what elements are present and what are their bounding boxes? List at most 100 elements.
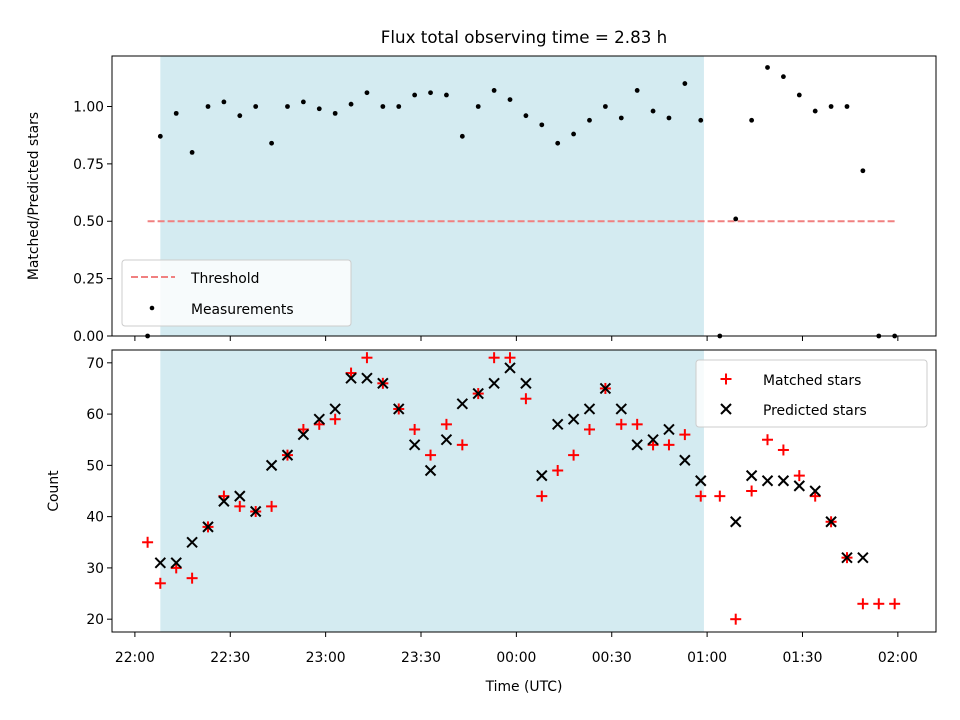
legend-matched-swatch bbox=[720, 373, 732, 385]
y-tick-label: 0.75 bbox=[73, 157, 104, 173]
measurement-point bbox=[459, 133, 465, 139]
measurement-point bbox=[396, 104, 402, 109]
x-tick-label: 00:00 bbox=[496, 650, 536, 666]
bottom-y-ticks: 20 30 40 50 60 70 bbox=[86, 356, 112, 628]
measurement-point bbox=[682, 81, 688, 86]
predicted-star-point bbox=[631, 439, 643, 451]
matched-star-point bbox=[647, 439, 659, 451]
predicted-star-point bbox=[313, 413, 325, 425]
chart-title: Flux total observing time = 2.83 h bbox=[381, 27, 667, 47]
predicted-stars-points bbox=[154, 362, 869, 569]
predicted-star-point bbox=[777, 475, 790, 487]
measurement-point bbox=[173, 110, 179, 116]
x-marker-b bbox=[583, 403, 596, 415]
predicted-star-point bbox=[663, 423, 675, 436]
predicted-star-point bbox=[377, 377, 389, 390]
matched-star-point bbox=[793, 470, 805, 482]
top-axes-frame bbox=[111, 55, 937, 337]
matched-star-point bbox=[154, 577, 166, 589]
matched-star-point bbox=[234, 500, 246, 512]
x-marker-b bbox=[520, 377, 532, 390]
x-marker-b bbox=[730, 516, 742, 528]
x-tick-label: 23:30 bbox=[401, 650, 441, 666]
predicted-star-point bbox=[281, 449, 294, 461]
x-marker-b bbox=[761, 475, 774, 487]
matched-star-point bbox=[889, 598, 901, 610]
x-marker-b bbox=[647, 434, 659, 446]
predicted-star-point bbox=[809, 485, 821, 497]
legend-measurements-label: Measurements bbox=[191, 302, 294, 318]
bottom-legend: Matched stars Predicted stars bbox=[695, 359, 928, 428]
measurement-point bbox=[828, 104, 834, 109]
y-tick-label: 40 bbox=[86, 510, 104, 526]
top-x-ticks bbox=[134, 336, 899, 341]
matched-star-point bbox=[873, 598, 885, 610]
measurement-point bbox=[205, 104, 211, 109]
matched-star-point bbox=[186, 572, 198, 584]
bottom-x-ticks: 22:00 22:30 23:00 23:30 00:00 00:30 01:00 01:30… bbox=[115, 632, 918, 666]
predicted-star-point bbox=[679, 454, 691, 466]
predicted-star-point bbox=[154, 557, 167, 569]
measurement-point bbox=[602, 104, 608, 109]
x-marker-b bbox=[297, 428, 310, 441]
matched-star-point bbox=[329, 413, 341, 425]
top-panel: 0.00 0.25 0.50 0.75 1.00 Flux total observin… bbox=[26, 27, 937, 345]
measurement-point bbox=[316, 106, 322, 112]
measurement-point bbox=[380, 104, 386, 109]
x-marker-b bbox=[551, 418, 564, 431]
legend-predicted-label: Predicted stars bbox=[763, 403, 867, 419]
x-marker-b bbox=[488, 377, 500, 390]
measurement-point bbox=[157, 133, 163, 139]
x-tick-label: 22:00 bbox=[115, 650, 155, 666]
x-marker-b bbox=[809, 485, 821, 497]
predicted-star-point bbox=[218, 495, 230, 507]
matched-star-point bbox=[218, 490, 230, 502]
measurement-point bbox=[189, 149, 195, 155]
top-y-ticks: 0.00 0.25 0.50 0.75 1.00 bbox=[73, 99, 112, 345]
predicted-star-point bbox=[186, 536, 198, 548]
matched-star-point bbox=[504, 352, 516, 364]
predicted-star-point bbox=[520, 377, 532, 390]
x-marker-b bbox=[679, 454, 691, 466]
x-marker-b bbox=[745, 469, 758, 482]
matched-star-point bbox=[313, 418, 325, 430]
measurement-point bbox=[781, 74, 786, 80]
x-marker-b bbox=[170, 557, 182, 569]
predicted-star-point bbox=[440, 434, 453, 446]
legend-predicted-swatch bbox=[720, 403, 732, 415]
predicted-star-point bbox=[857, 551, 869, 564]
predicted-star-point bbox=[249, 505, 262, 518]
predicted-star-point bbox=[841, 551, 853, 564]
measurement-point bbox=[749, 117, 755, 123]
matched-star-point bbox=[536, 490, 548, 502]
predicted-star-point bbox=[504, 362, 516, 374]
x-tick-label: 00:30 bbox=[592, 650, 632, 666]
predicted-star-point bbox=[825, 516, 837, 528]
matched-star-point bbox=[777, 444, 789, 456]
y-tick-label: 30 bbox=[86, 561, 104, 577]
measurement-point bbox=[765, 65, 770, 70]
x-marker-b bbox=[345, 372, 357, 384]
x-marker-b bbox=[599, 382, 612, 395]
predicted-star-point bbox=[536, 469, 548, 482]
matched-star-point bbox=[488, 352, 500, 364]
x-marker-b bbox=[186, 536, 198, 548]
measurement-point bbox=[860, 168, 866, 174]
measurement-point bbox=[587, 117, 592, 123]
legend-plus-marker bbox=[720, 373, 732, 385]
measurement-points bbox=[145, 65, 898, 339]
predicted-star-point bbox=[361, 372, 373, 384]
matched-star-point bbox=[730, 613, 742, 625]
x-marker-b bbox=[567, 413, 580, 425]
measurement-point bbox=[237, 113, 243, 119]
matched-star-point bbox=[679, 429, 691, 441]
y-tick-label: 1.00 bbox=[73, 99, 104, 115]
x-marker-b bbox=[408, 439, 421, 451]
bottom-y-axis-label: Count bbox=[46, 470, 62, 512]
x-marker-b bbox=[504, 362, 516, 374]
matched-star-point bbox=[456, 439, 468, 451]
bottom-legend-box bbox=[695, 359, 928, 428]
x-marker-b bbox=[841, 551, 853, 564]
x-axis-label: Time (UTC) bbox=[485, 679, 563, 695]
measurement-point bbox=[221, 99, 227, 105]
